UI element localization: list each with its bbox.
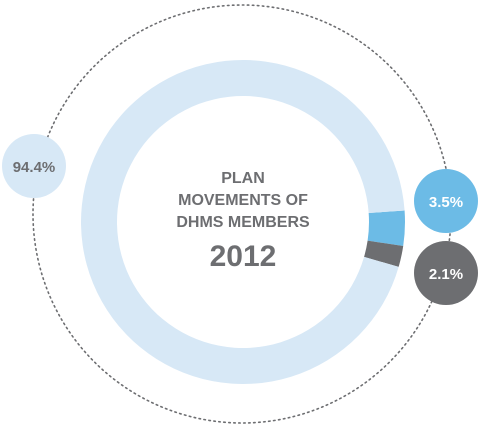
slice-label-94: 94.4% (13, 159, 56, 176)
slice-label-3-5: 3.5% (429, 194, 463, 211)
slice-label-2-1: 2.1% (429, 266, 463, 283)
title-line-2: MOVEMENTS OF (178, 192, 308, 209)
year-label: 2012 (210, 240, 277, 273)
center-title: PLAN MOVEMENTS OF DHMS MEMBERS 2012 (176, 170, 310, 273)
slice-3-5 (367, 210, 405, 247)
bubble-3-5-circle (414, 169, 478, 233)
bubble-2-1-circle (414, 241, 478, 305)
title-line-1: PLAN (221, 170, 265, 187)
donut-slices (80, 59, 405, 384)
bubble-2-1: 2.1% (414, 241, 478, 305)
bubble-94-circle (2, 134, 66, 198)
title-line-3: DHMS MEMBERS (176, 214, 310, 231)
bubble-3-5: 3.5% (414, 169, 478, 233)
slice-2-1 (364, 240, 404, 267)
bubble-94: 94.4% (2, 134, 66, 198)
